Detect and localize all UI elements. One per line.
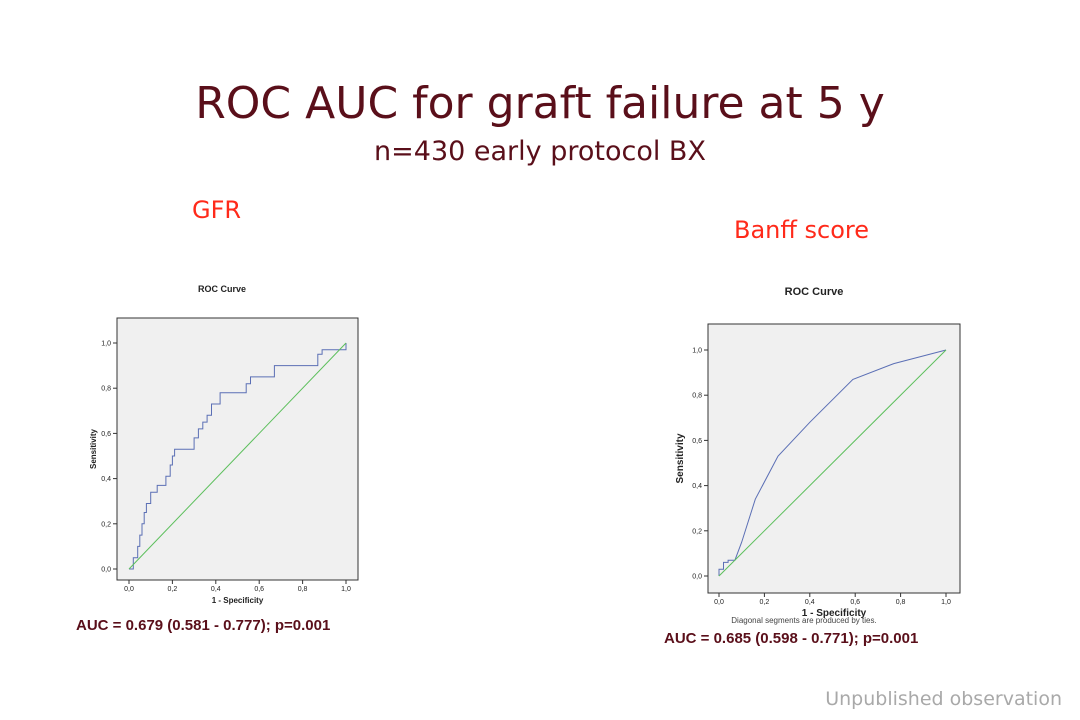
x-tick-label: 0,8 [896,599,906,606]
gfr-auc-annotation: AUC = 0.679 (0.581 - 0.777); p=0.001 [76,617,331,634]
gfr-panel-label: GFR [192,196,242,224]
y-axis-label: Sensitivity [675,433,686,483]
footer-note: Unpublished observation [825,688,1062,710]
y-axis-label: Sensitivity [89,428,98,469]
y-tick-label: 0,2 [101,521,111,528]
y-tick-label: 0,2 [692,528,702,535]
x-tick-label: 0,2 [168,586,178,593]
reference-diagonal-line [718,349,947,577]
y-tick-label: 0,6 [101,431,111,438]
y-tick-label: 0,0 [101,567,111,574]
y-tick-label: 1,0 [101,341,111,348]
x-axis-label: 1 - Specificity [212,596,264,605]
slide-title: ROC AUC for graft failure at 5 y [195,78,885,129]
roc-curve-line [129,343,347,570]
x-tick-label: 0,0 [714,599,724,606]
y-tick-label: 0,8 [101,386,111,393]
y-tick-label: 0,8 [692,393,702,400]
x-tick-label: 0,2 [760,599,770,606]
x-tick-label: 0,6 [254,586,264,593]
x-tick-label: 0,8 [298,586,308,593]
slide-subtitle: n=430 early protocol BX [374,136,706,167]
roc-curve-line [718,349,947,576]
x-axis-label: 1 - Specificity [802,608,867,619]
y-tick-label: 0,4 [692,483,702,490]
x-tick-label: 0,4 [211,586,221,593]
x-tick-label: 1,0 [341,586,351,593]
x-tick-label: 0,4 [805,599,815,606]
x-tick-label: 1,0 [941,599,951,606]
banff-auc-annotation: AUC = 0.685 (0.598 - 0.771); p=0.001 [664,630,919,647]
x-tick-label: 0,6 [850,599,860,606]
y-tick-label: 0,6 [692,438,702,445]
ties-footnote: Diagonal segments are produced by ties. [731,616,876,625]
x-tick-label: 0,0 [124,586,134,593]
y-tick-label: 0,0 [692,574,702,581]
banff-panel-label: Banff score [734,216,870,244]
chart-title: ROC Curve [198,284,246,294]
y-tick-label: 0,4 [101,476,111,483]
plot-frame [707,323,961,594]
chart-title: ROC Curve [785,286,844,298]
reference-diagonal-line [128,342,347,570]
y-tick-label: 1,0 [692,348,702,355]
